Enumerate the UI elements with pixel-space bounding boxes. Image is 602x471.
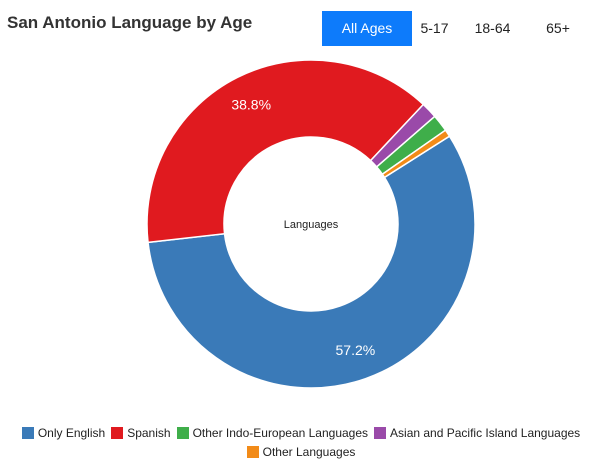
- tab-18-64[interactable]: 18-64: [474, 20, 511, 36]
- legend-label: Asian and Pacific Island Languages: [390, 426, 581, 440]
- legend-swatch: [21, 427, 34, 439]
- legend-label: Spanish: [127, 426, 171, 440]
- legend-item-only-english[interactable]: Only English: [21, 426, 106, 440]
- legend-item-other-languages[interactable]: Other Languages: [246, 445, 356, 459]
- legend-swatch: [111, 427, 124, 439]
- legend-swatch: [246, 446, 259, 458]
- chart-legend: Only English Spanish Other Indo-European L…: [0, 426, 602, 459]
- slice-only-english[interactable]: [147, 135, 476, 389]
- legend-label: Only English: [37, 426, 106, 440]
- slice-other-languages[interactable]: [381, 129, 451, 179]
- legend-item-asian-and-pacific-island-languages[interactable]: Asian and Pacific Island Languages: [374, 426, 580, 440]
- legend-item-spanish[interactable]: Spanish: [111, 426, 171, 440]
- age-filter-tabs: All Ages 5-17 18-64 65+: [322, 11, 588, 46]
- legend-swatch: [176, 427, 189, 439]
- legend-label: Other Languages: [262, 445, 356, 459]
- legend-swatch: [374, 427, 387, 439]
- tab-65-plus[interactable]: 65+: [546, 20, 570, 36]
- donut-center-label: Languages: [284, 219, 339, 231]
- chart-title: San Antonio Language by Age: [7, 13, 253, 32]
- tab-all-ages[interactable]: All Ages: [322, 11, 412, 46]
- legend-item-other-indo-european-languages[interactable]: Other Indo-European Languages: [176, 426, 369, 440]
- data-label-spanish: 38.8%: [231, 97, 271, 113]
- data-label-only-english: 57.2%: [336, 342, 376, 358]
- donut-chart: 57.2% 38.8% Languages: [146, 59, 476, 389]
- slice-spanish[interactable]: [146, 59, 425, 244]
- legend-label: Other Indo-European Languages: [192, 426, 369, 440]
- tab-5-17[interactable]: 5-17: [420, 20, 449, 36]
